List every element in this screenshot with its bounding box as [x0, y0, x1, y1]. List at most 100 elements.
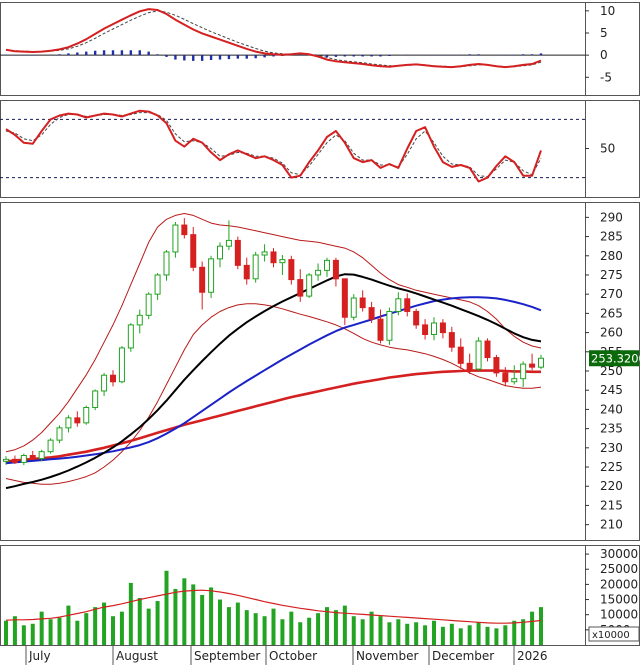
candle-body[interactable]	[118, 347, 125, 383]
volume-bar[interactable]	[39, 611, 44, 645]
volume-bar[interactable]	[128, 582, 133, 645]
candle-body[interactable]	[529, 363, 536, 368]
volume-bar[interactable]	[155, 601, 160, 645]
candle-body[interactable]	[56, 427, 63, 441]
volume-bar[interactable]	[93, 607, 98, 645]
candle-body[interactable]	[457, 346, 464, 364]
volume-bar[interactable]	[396, 619, 401, 645]
volume-bar[interactable]	[369, 611, 374, 645]
volume-bar[interactable]	[333, 610, 338, 645]
candle-body[interactable]	[466, 362, 473, 370]
volume-bar[interactable]	[307, 617, 312, 645]
volume-bar[interactable]	[57, 617, 62, 645]
candle-body[interactable]	[217, 245, 223, 260]
volume-bar[interactable]	[360, 619, 365, 645]
volume-bar[interactable]	[449, 623, 454, 645]
candle-body[interactable]	[279, 259, 286, 264]
volume-bar[interactable]	[512, 620, 517, 645]
candle-body[interactable]	[65, 417, 72, 429]
candle-body[interactable]	[225, 239, 232, 247]
candle-body[interactable]	[493, 357, 500, 374]
candle-body[interactable]	[11, 458, 18, 463]
volume-bar[interactable]	[414, 622, 419, 645]
volume-bar[interactable]	[75, 620, 80, 645]
volume-bar[interactable]	[351, 616, 356, 645]
candle-body[interactable]	[261, 251, 268, 256]
candle-body[interactable]	[288, 259, 295, 281]
volume-bar[interactable]	[226, 607, 231, 645]
volume-bar[interactable]	[298, 622, 303, 645]
volume-bar[interactable]	[191, 584, 196, 645]
volume-bar[interactable]	[432, 620, 436, 645]
candle-body[interactable]	[431, 322, 437, 336]
volume-bar[interactable]	[102, 602, 107, 645]
volume-bar[interactable]	[48, 619, 53, 645]
candle-body[interactable]	[101, 374, 108, 392]
candle-body[interactable]	[163, 251, 170, 276]
volume-bar[interactable]	[521, 619, 526, 645]
candle-body[interactable]	[368, 307, 375, 320]
volume-bar[interactable]	[387, 622, 392, 645]
volume-bar[interactable]	[200, 595, 205, 645]
candle-body[interactable]	[199, 266, 206, 293]
volume-bar[interactable]	[146, 608, 151, 645]
volume-bar[interactable]	[503, 625, 508, 645]
volume-bar[interactable]	[253, 613, 258, 645]
volume-bar[interactable]	[316, 613, 321, 645]
candle-body[interactable]	[243, 264, 250, 280]
volume-bar[interactable]	[467, 625, 472, 645]
volume-bar[interactable]	[494, 628, 499, 645]
candle-body[interactable]	[190, 234, 197, 268]
volume-bar[interactable]	[325, 607, 329, 645]
volume-bar[interactable]	[209, 587, 214, 645]
volume-bar[interactable]	[476, 622, 481, 645]
candle-body[interactable]	[332, 259, 339, 280]
volume-bar[interactable]	[218, 599, 222, 645]
volume-bar[interactable]	[235, 602, 240, 645]
candle-body[interactable]	[448, 332, 455, 348]
candle-body[interactable]	[252, 254, 259, 280]
candle-body[interactable]	[439, 322, 446, 334]
volume-bar[interactable]	[164, 570, 169, 645]
candle-body[interactable]	[511, 378, 518, 383]
candle-body[interactable]	[395, 298, 402, 312]
volume-bar[interactable]	[485, 626, 490, 645]
candle-body[interactable]	[234, 239, 241, 266]
candle-body[interactable]	[38, 451, 45, 460]
candle-body[interactable]	[172, 224, 179, 253]
candle-body[interactable]	[324, 259, 330, 271]
candle-body[interactable]	[74, 417, 81, 424]
candle-body[interactable]	[306, 274, 313, 297]
volume-panel[interactable]	[4, 570, 543, 645]
candle-body[interactable]	[145, 293, 152, 316]
candle-body[interactable]	[47, 439, 54, 453]
candle-body[interactable]	[92, 390, 99, 408]
volume-bar[interactable]	[378, 616, 383, 645]
volume-bar[interactable]	[539, 607, 543, 645]
candle-body[interactable]	[377, 318, 384, 341]
candle-body[interactable]	[520, 363, 527, 380]
candle-body[interactable]	[20, 455, 27, 463]
volume-bar[interactable]	[262, 616, 267, 645]
candle-body[interactable]	[136, 314, 143, 326]
volume-bar[interactable]	[530, 611, 535, 645]
volume-bar[interactable]	[280, 619, 285, 645]
candle-body[interactable]	[270, 251, 277, 264]
volume-bar[interactable]	[244, 610, 249, 645]
candle-body[interactable]	[3, 458, 9, 462]
volume-bar[interactable]	[182, 578, 187, 645]
candle-body[interactable]	[359, 297, 366, 309]
volume-bar[interactable]	[4, 620, 8, 645]
volume-bar[interactable]	[111, 616, 115, 645]
candle-body[interactable]	[475, 340, 482, 370]
volume-bar[interactable]	[289, 611, 294, 645]
candle-body[interactable]	[315, 269, 322, 276]
volume-bar[interactable]	[21, 625, 26, 645]
volume-bar[interactable]	[119, 611, 124, 645]
volume-bar[interactable]	[12, 616, 17, 645]
volume-bar[interactable]	[342, 605, 347, 645]
candle-body[interactable]	[208, 258, 215, 293]
rsi-panel[interactable]	[0, 109, 585, 183]
candle-body[interactable]	[404, 298, 411, 312]
